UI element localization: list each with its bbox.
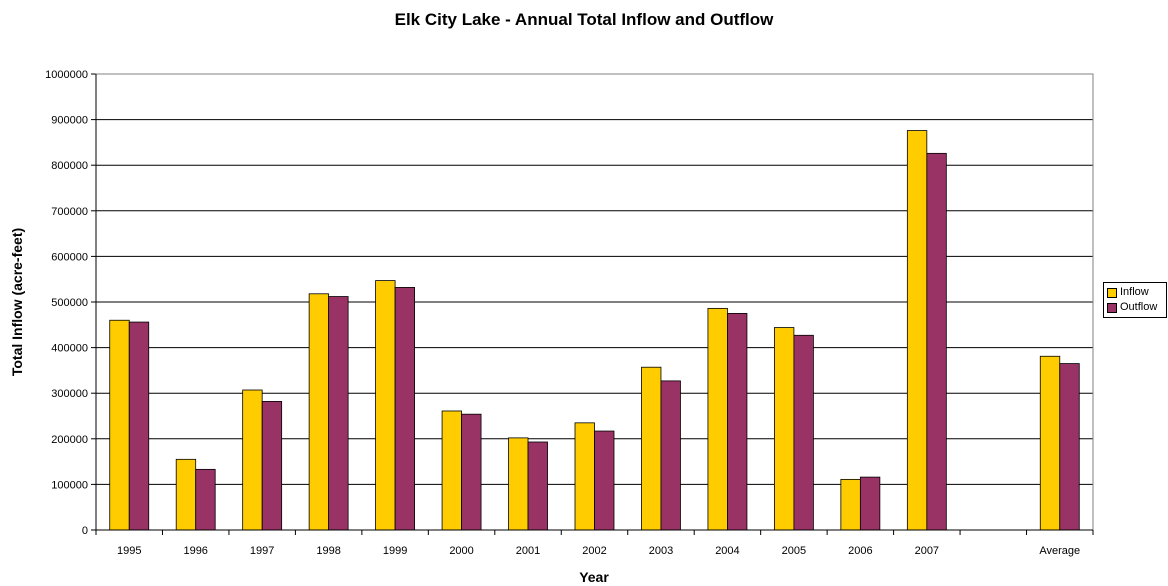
bar-inflow-2002 bbox=[574, 422, 595, 531]
bar-outflow-2004 bbox=[727, 312, 748, 531]
bar-inflow-2001 bbox=[508, 437, 529, 531]
bar-inflow-Average bbox=[1039, 355, 1061, 531]
bar-inflow-1999 bbox=[375, 280, 396, 531]
y-tick-label: 900000 bbox=[51, 115, 88, 127]
axes bbox=[91, 73, 1094, 535]
x-tick-label: 1995 bbox=[117, 545, 141, 557]
legend-label-inflow: Inflow bbox=[1120, 286, 1149, 298]
x-tick-label: 1999 bbox=[383, 545, 407, 557]
bar-outflow-2007 bbox=[926, 152, 947, 531]
x-tick-labels: 1995 1996 1997 1998 1999 2000 2001 2002 2003 2004… bbox=[117, 545, 1080, 557]
y-tick-label: 300000 bbox=[51, 388, 88, 400]
bar-outflow-2000 bbox=[461, 413, 482, 531]
bar-outflow-Average bbox=[1059, 363, 1080, 531]
bar-inflow-1997 bbox=[242, 389, 263, 531]
bar-inflow-2007 bbox=[906, 130, 928, 531]
x-tick-label: 2006 bbox=[848, 545, 872, 557]
legend-swatch-outflow bbox=[1107, 302, 1117, 313]
bar-outflow-2005 bbox=[793, 334, 814, 531]
y-tick-label: 0 bbox=[82, 525, 88, 537]
y-axis-title: Total Inflow (acre-feet) bbox=[9, 228, 25, 376]
x-tick-label: 2003 bbox=[649, 545, 673, 557]
x-tick-label: 2005 bbox=[782, 545, 806, 557]
bar-inflow-1998 bbox=[308, 293, 330, 531]
y-tick-label: 500000 bbox=[51, 297, 88, 309]
bar-outflow-2002 bbox=[594, 430, 615, 531]
bar-inflow-2003 bbox=[641, 366, 662, 531]
x-axis-title: Year bbox=[579, 569, 609, 585]
bar-inflow-1996 bbox=[175, 458, 197, 531]
y-tick-label: 400000 bbox=[51, 343, 88, 355]
x-tick-label: 1997 bbox=[250, 545, 274, 557]
x-tick-label: 2004 bbox=[715, 545, 739, 557]
bar-outflow-1998 bbox=[328, 296, 349, 531]
y-tick-labels: 0 100000 200000 300000 400000 500000 600000 700… bbox=[45, 69, 88, 537]
x-tick-label: Average bbox=[1039, 545, 1080, 557]
chart-title: Elk City Lake - Annual Total Inflow and … bbox=[394, 10, 774, 29]
y-tick-label: 200000 bbox=[51, 434, 88, 446]
bar-inflow-2005 bbox=[774, 327, 795, 531]
bar-inflow-2006 bbox=[840, 478, 861, 531]
bar-outflow-2006 bbox=[859, 476, 881, 531]
bar-outflow-1997 bbox=[261, 401, 283, 531]
x-tick-label: 2002 bbox=[582, 545, 606, 557]
bar-outflow-2001 bbox=[527, 441, 548, 531]
y-tick-label: 700000 bbox=[51, 206, 88, 218]
x-tick-label: 2000 bbox=[449, 545, 473, 557]
legend-label-outflow: Outflow bbox=[1120, 301, 1158, 313]
legend-swatch-inflow bbox=[1107, 287, 1117, 298]
bar-outflow-2003 bbox=[660, 380, 681, 531]
y-tick-label: 1000000 bbox=[45, 69, 88, 81]
bar-inflow-2004 bbox=[707, 307, 728, 531]
x-tick-label: 1996 bbox=[183, 545, 207, 557]
bar-inflow-1995 bbox=[109, 319, 130, 531]
bar-inflow-2000 bbox=[441, 410, 462, 531]
legend-item-outflow: Outflow bbox=[1107, 300, 1163, 315]
bars bbox=[109, 130, 1080, 531]
bar-outflow-1995 bbox=[128, 321, 150, 531]
y-tick-label: 600000 bbox=[51, 251, 88, 263]
bar-outflow-1999 bbox=[394, 287, 416, 531]
legend-item-inflow: Inflow bbox=[1107, 285, 1163, 300]
legend: Inflow Outflow bbox=[1103, 282, 1167, 318]
y-tick-label: 800000 bbox=[51, 160, 88, 172]
bar-outflow-1996 bbox=[195, 468, 216, 531]
y-tick-label: 100000 bbox=[51, 479, 88, 491]
x-tick-label: 1998 bbox=[316, 545, 340, 557]
x-tick-label: 2001 bbox=[516, 545, 540, 557]
x-tick-label: 2007 bbox=[915, 545, 939, 557]
